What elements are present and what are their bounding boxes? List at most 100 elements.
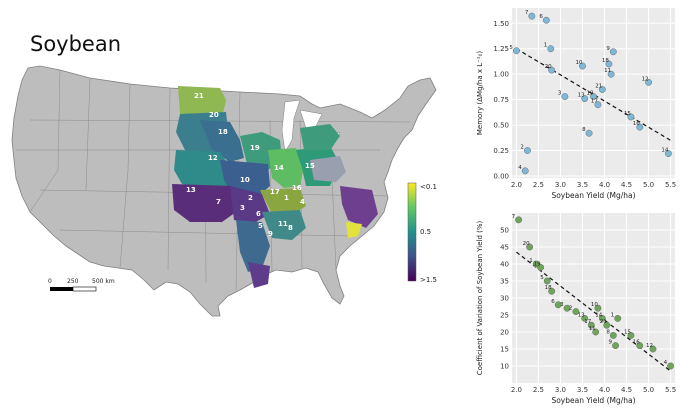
point-label: 11 bbox=[604, 68, 611, 74]
point-label: 20 bbox=[545, 64, 552, 70]
data-point bbox=[667, 362, 674, 370]
data-point bbox=[627, 331, 635, 339]
y-tick-label: 20 bbox=[500, 329, 509, 337]
point-label: 7 bbox=[525, 10, 529, 16]
x-tick-label: 3.0 bbox=[555, 181, 566, 189]
map-title: Soybean bbox=[30, 32, 122, 56]
data-point bbox=[585, 129, 593, 137]
trend-line bbox=[516, 48, 671, 141]
point-label: 16 bbox=[633, 121, 640, 127]
cv-vs-yield-chart: 2.0 2.5 3.0 3.5 4.0 4.5 5.0 5.51015202530354045… bbox=[476, 213, 676, 405]
region-label: 19 bbox=[250, 144, 260, 152]
data-point bbox=[513, 47, 520, 55]
point-label: 5 bbox=[509, 45, 513, 51]
x-tick-label: 2.5 bbox=[533, 386, 544, 394]
legend-colorbar bbox=[407, 182, 417, 282]
memory-vs-yield-chart: 2.0 2.5 3.0 3.5 4.0 4.5 5.0 5.5 0.00 0.25 0.50 0.75… bbox=[476, 8, 676, 200]
data-point bbox=[594, 304, 602, 312]
x-tick-label: 3.0 bbox=[555, 386, 566, 394]
point-label: 1 bbox=[544, 43, 548, 49]
data-point bbox=[603, 321, 611, 329]
region-label: 4 bbox=[300, 198, 305, 206]
data-point bbox=[581, 315, 589, 322]
data-point bbox=[607, 70, 615, 78]
point-label: 19 bbox=[534, 261, 541, 267]
point-label: 2 bbox=[569, 306, 573, 312]
scale-label: 0 bbox=[48, 278, 52, 285]
x-tick-label: 4.0 bbox=[599, 386, 610, 394]
region-label: 21 bbox=[194, 92, 204, 100]
plot-area bbox=[512, 8, 675, 178]
soybean-regions bbox=[172, 86, 378, 288]
x-tick-label: 2.0 bbox=[511, 386, 522, 394]
point-label: 17 bbox=[591, 99, 598, 105]
point-label: 6 bbox=[539, 14, 543, 20]
data-point bbox=[609, 48, 617, 56]
point-label: 13 bbox=[578, 312, 585, 318]
legend-mid-label: 0.5 bbox=[420, 228, 431, 236]
x-axis-label: Soybean Yield (Mg/ha) bbox=[551, 191, 635, 200]
data-point bbox=[554, 301, 562, 309]
y-tick-label: 35 bbox=[500, 278, 509, 286]
point-label: 7 bbox=[512, 214, 516, 220]
x-tick-label: 4.5 bbox=[621, 386, 632, 394]
x-tick-label: 2.0 bbox=[511, 181, 522, 189]
data-point bbox=[590, 93, 597, 100]
y-tick-label: 15 bbox=[500, 346, 509, 354]
data-point bbox=[528, 12, 536, 20]
point-label: 14 bbox=[595, 312, 602, 318]
y-tick-label: 1.25 bbox=[493, 45, 509, 53]
data-point bbox=[614, 315, 622, 322]
soybean-memory-map: Soybean bbox=[11, 32, 437, 317]
data-point bbox=[548, 287, 556, 295]
point-label: 9 bbox=[609, 340, 613, 346]
point-label: 15 bbox=[624, 111, 631, 117]
y-tick-label: 25 bbox=[500, 312, 509, 320]
point-label: 17 bbox=[584, 319, 591, 325]
scale-label: 250 bbox=[67, 278, 79, 285]
point-label: 19 bbox=[587, 91, 594, 97]
data-point bbox=[537, 264, 545, 271]
point-label: 8 bbox=[582, 127, 586, 133]
data-point bbox=[561, 93, 569, 100]
data-point bbox=[572, 308, 580, 316]
region-label: 11 bbox=[278, 220, 288, 228]
region-label: 3 bbox=[240, 204, 245, 212]
point-label: 8 bbox=[606, 329, 610, 335]
point-label: 18 bbox=[602, 58, 609, 64]
point-label: 2 bbox=[520, 145, 524, 151]
data-point bbox=[627, 113, 635, 121]
point-label: 9 bbox=[606, 46, 610, 52]
x-tick-label: 2.5 bbox=[533, 181, 544, 189]
y-tick-label: 0.25 bbox=[493, 147, 509, 155]
y-tick-label: 50 bbox=[500, 227, 509, 235]
data-point bbox=[664, 150, 672, 157]
point-label: 10 bbox=[591, 302, 598, 308]
data-point bbox=[563, 304, 571, 312]
data-point bbox=[579, 62, 586, 70]
point-label: 10 bbox=[575, 60, 582, 66]
y-tick-label: 1.50 bbox=[493, 20, 509, 28]
data-point bbox=[649, 345, 657, 353]
region-label: 17 bbox=[270, 188, 280, 196]
y-tick-label: 40 bbox=[500, 261, 509, 269]
point-label: 16 bbox=[633, 340, 640, 346]
data-point bbox=[612, 342, 619, 350]
x-tick-label: 5.5 bbox=[665, 386, 676, 394]
y-axis-label: Coefficient of Variation of Soybean Yiel… bbox=[476, 220, 484, 375]
y-tick-label: 0.00 bbox=[493, 172, 509, 180]
data-point bbox=[636, 123, 644, 131]
x-tick-label: 3.5 bbox=[577, 181, 588, 189]
region-label: 8 bbox=[288, 224, 293, 232]
region-label: 1 bbox=[284, 194, 289, 202]
region-label: 10 bbox=[240, 176, 250, 184]
region-label: 7 bbox=[216, 198, 221, 206]
data-point bbox=[547, 45, 555, 53]
x-tick-label: 5.0 bbox=[643, 386, 654, 394]
x-axis-label: Soybean Yield (Mg/ha) bbox=[551, 396, 635, 405]
y-tick-label: 0.75 bbox=[493, 96, 509, 104]
x-tick-label: 4.5 bbox=[621, 181, 632, 189]
y-tick-label: 45 bbox=[500, 244, 509, 252]
region-label: 9 bbox=[268, 230, 273, 238]
data-point bbox=[542, 16, 550, 24]
